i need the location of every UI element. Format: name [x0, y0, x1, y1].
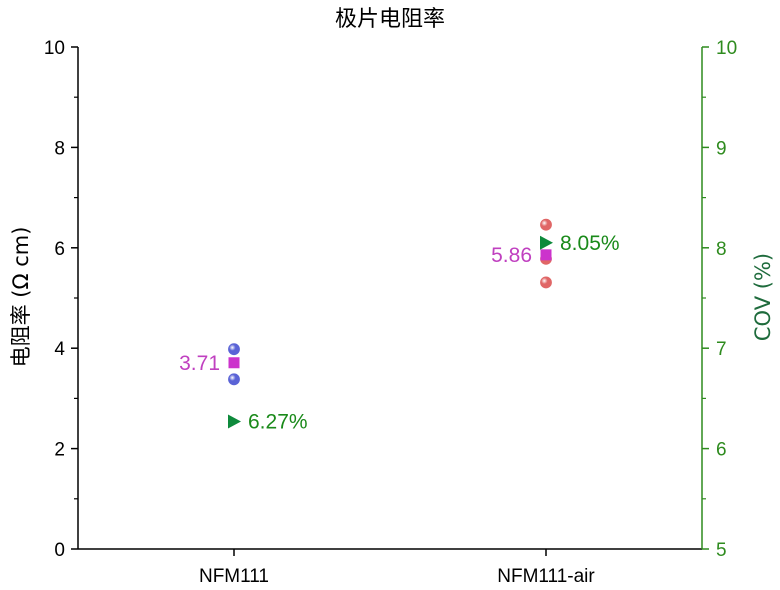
cov-marker	[540, 235, 553, 250]
sample-point	[228, 343, 240, 356]
sample-point	[540, 218, 552, 231]
y2-tick-label: 6	[716, 440, 727, 461]
cov-marker	[228, 414, 241, 429]
mean-label: 3.71	[179, 352, 220, 375]
y-tick-label: 10	[44, 38, 65, 59]
sample-point	[228, 373, 240, 386]
plot-layer: 0 2 4 6 8 10 5 6 7 8 9 10 NFM111 NFM111-air 3.71 5.86 6.…	[44, 38, 737, 587]
sample-point	[540, 276, 552, 289]
x-tick-label: NFM111-air	[497, 566, 595, 587]
y2-axis-title: COV (%)	[751, 253, 775, 341]
y-tick-label: 6	[54, 239, 65, 260]
y2-tick-label: 10	[716, 38, 737, 59]
mean-marker	[540, 249, 552, 261]
cov-label: 6.27%	[248, 410, 308, 433]
chart-title: 极片电阻率	[335, 7, 445, 32]
y-axis-title: 电阻率 (Ω cm)	[9, 227, 33, 368]
mean-label: 5.86	[491, 244, 532, 267]
y2-tick-label: 9	[716, 138, 727, 159]
y-tick-label: 0	[54, 540, 65, 561]
y-tick-label: 2	[54, 440, 65, 461]
mean-marker	[228, 357, 240, 369]
y2-tick-label: 7	[716, 339, 727, 360]
y2-tick-label: 5	[716, 540, 727, 561]
y-tick-label: 4	[54, 339, 65, 360]
y-tick-label: 8	[54, 138, 65, 159]
cov-label: 8.05%	[560, 232, 620, 255]
y2-tick-label: 8	[716, 239, 727, 260]
x-tick-label: NFM111	[199, 566, 269, 587]
